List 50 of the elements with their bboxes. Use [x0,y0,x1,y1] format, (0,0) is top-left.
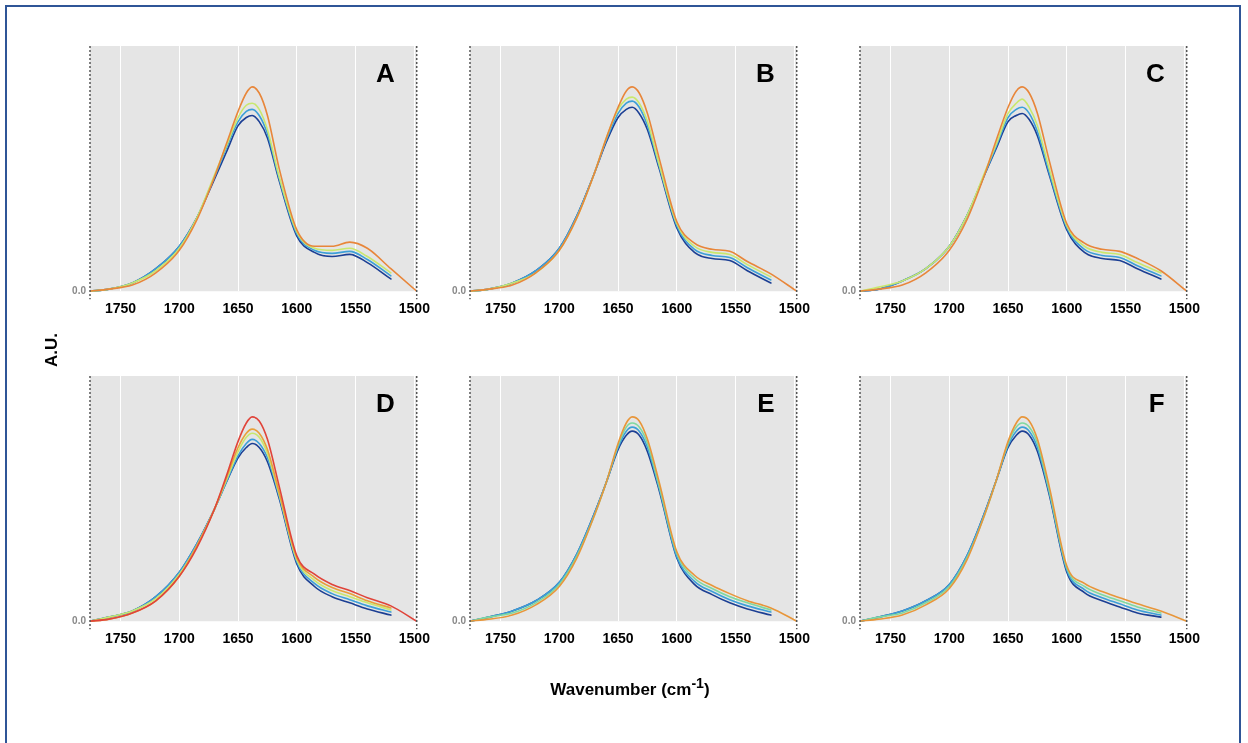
x-tick-label: 1700 [933,300,966,317]
chart-title: A [375,58,395,89]
x-tick-label: 1600 [281,630,313,647]
x-tick-label: 1700 [543,630,576,647]
x-tick-label: 1700 [163,630,196,647]
x-tick-label: 1650 [992,630,1024,647]
chart-title: D [375,388,395,419]
x-tick-label: 1500 [398,300,431,317]
chart-title: E [757,388,775,419]
x-tick-label: 1550 [1110,630,1142,647]
x-tick-label: 1650 [222,300,254,317]
x-tick-label: 1650 [992,300,1024,317]
x-tick-label: 1750 [874,300,907,317]
y-axis-title: A.U. [42,333,62,367]
x-tick-label: 1500 [398,630,431,647]
x-tick-label: 1700 [933,630,966,647]
x-tick-label: 1700 [163,300,196,317]
x-tick-label: 1500 [778,300,811,317]
text: 0.0 [72,614,87,626]
x-tick-label: 1750 [484,630,517,647]
text: 0.0 [842,614,857,626]
x-tick-label: 1600 [661,630,693,647]
x-tick-label: 1550 [720,300,752,317]
text: 0.0 [842,284,857,296]
x-tick-label: 1650 [602,630,634,647]
x-tick-label: 1650 [602,300,634,317]
x-tick-label: 1750 [484,300,517,317]
x-tick-label: 1550 [340,630,372,647]
chart-title: B [755,58,775,89]
x-tick-label: 1550 [1110,300,1142,317]
x-tick-label: 1500 [778,630,811,647]
text: 0.0 [452,614,467,626]
x-tick-label: 1750 [104,300,137,317]
x-tick-label: 1750 [874,630,907,647]
x-tick-label: 1600 [1051,630,1083,647]
text: 0.0 [72,284,87,296]
x-tick-label: 1600 [661,300,693,317]
x-tick-label: 1750 [104,630,137,647]
x-tick-label: 1550 [720,630,752,647]
x-tick-label: 1550 [340,300,372,317]
x-tick-label: 1600 [281,300,313,317]
x-axis-title: Wavenumber (cm$^{-1}$) [550,675,710,700]
chart-title: F [1148,388,1165,419]
chart-title: C [1145,58,1165,89]
x-tick-label: 1500 [1168,300,1201,317]
x-tick-label: 1700 [543,300,576,317]
x-tick-label: 1500 [1168,630,1201,647]
x-tick-label: 1650 [222,630,254,647]
text: 0.0 [452,284,467,296]
x-tick-label: 1600 [1051,300,1083,317]
